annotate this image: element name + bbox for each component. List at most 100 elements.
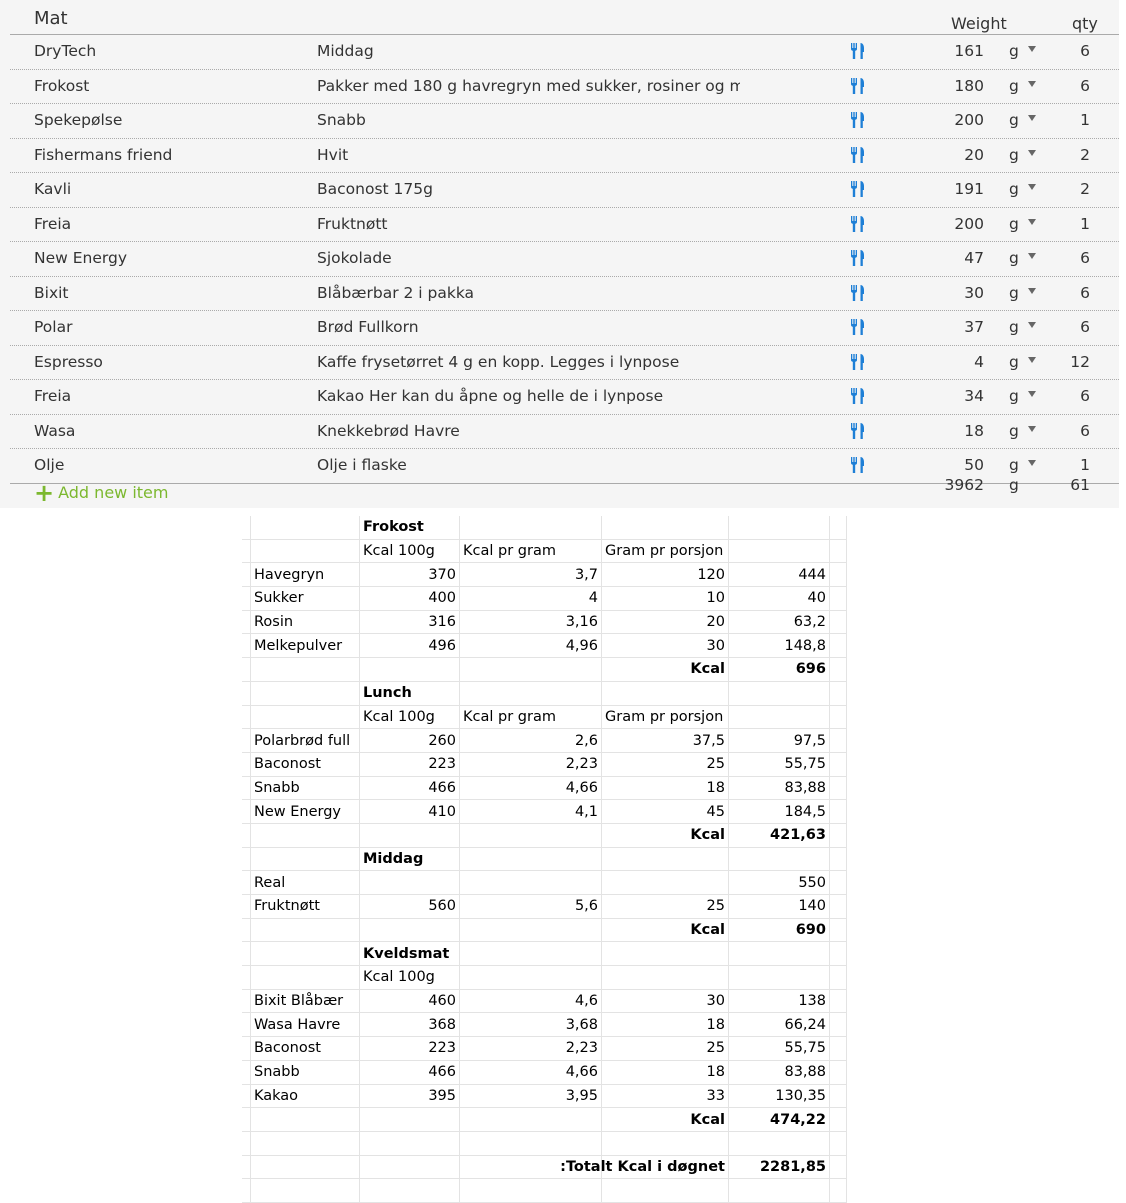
item-weight[interactable]: 50 bbox=[964, 456, 984, 474]
item-weight[interactable]: 34 bbox=[964, 387, 984, 405]
item-description[interactable]: Blåbærbar 2 i pakka bbox=[317, 283, 475, 302]
item-description[interactable]: Sjokolade bbox=[317, 249, 392, 267]
fork-knife-icon[interactable] bbox=[850, 388, 866, 408]
item-name[interactable]: Polar bbox=[34, 318, 73, 336]
item-weight[interactable]: 191 bbox=[954, 180, 984, 198]
unit-dropdown-caret-icon[interactable] bbox=[1028, 391, 1036, 397]
unit-dropdown-caret-icon[interactable] bbox=[1028, 287, 1036, 294]
item-row[interactable]: Olje Olje i flaske 50 g 1 bbox=[10, 449, 1119, 484]
item-name[interactable]: Fishermans friend bbox=[34, 145, 173, 164]
unit-dropdown-caret-icon[interactable] bbox=[1028, 425, 1036, 432]
item-row[interactable]: New Energy Sjokolade 47 g 6 bbox=[10, 242, 1119, 277]
item-qty[interactable]: 6 bbox=[1080, 421, 1090, 440]
item-unit[interactable]: g bbox=[1009, 214, 1019, 233]
unit-dropdown-caret-icon[interactable] bbox=[1028, 149, 1036, 156]
fork-knife-icon[interactable] bbox=[850, 43, 866, 63]
item-unit[interactable]: g bbox=[1009, 456, 1019, 474]
item-weight[interactable]: 20 bbox=[964, 145, 984, 164]
item-description[interactable]: Middag bbox=[317, 42, 374, 60]
item-weight[interactable]: 180 bbox=[954, 76, 984, 95]
item-row[interactable]: Frokost Pakker med 180 g havregryn med s… bbox=[10, 70, 1119, 104]
item-unit[interactable]: g bbox=[1009, 42, 1019, 60]
item-name[interactable]: Frokost bbox=[34, 76, 90, 95]
item-unit[interactable]: g bbox=[1009, 318, 1019, 336]
item-qty[interactable]: 6 bbox=[1080, 387, 1090, 405]
item-qty[interactable]: 12 bbox=[1070, 352, 1090, 371]
item-weight[interactable]: 30 bbox=[964, 283, 984, 302]
item-name[interactable]: Freia bbox=[34, 387, 72, 405]
item-unit[interactable]: g bbox=[1009, 421, 1019, 440]
fork-knife-icon[interactable] bbox=[850, 457, 866, 477]
item-weight[interactable]: 18 bbox=[964, 421, 984, 440]
item-unit[interactable]: g bbox=[1009, 352, 1019, 371]
fork-knife-icon[interactable] bbox=[850, 77, 866, 98]
unit-dropdown-caret-icon[interactable] bbox=[1028, 46, 1036, 52]
item-unit[interactable]: g bbox=[1009, 180, 1019, 198]
fork-knife-icon[interactable] bbox=[850, 284, 866, 305]
item-unit[interactable]: g bbox=[1009, 145, 1019, 164]
item-qty[interactable]: 6 bbox=[1080, 283, 1090, 302]
item-weight[interactable]: 4 bbox=[974, 352, 984, 371]
unit-dropdown-caret-icon[interactable] bbox=[1028, 115, 1036, 121]
item-name[interactable]: Olje bbox=[34, 456, 65, 474]
item-name[interactable]: DryTech bbox=[34, 42, 97, 60]
item-description[interactable]: Kakao Her kan du åpne og helle de i lynp… bbox=[317, 387, 664, 405]
item-weight[interactable]: 200 bbox=[954, 214, 984, 233]
item-description[interactable]: Baconost 175g bbox=[317, 180, 433, 198]
item-unit[interactable]: g bbox=[1009, 76, 1019, 95]
item-qty[interactable]: 6 bbox=[1080, 249, 1090, 267]
item-name[interactable]: Espresso bbox=[34, 352, 103, 371]
fork-knife-icon[interactable] bbox=[850, 215, 866, 236]
item-unit[interactable]: g bbox=[1009, 387, 1019, 405]
add-new-item-button[interactable]: + Add new item bbox=[34, 479, 168, 507]
item-qty[interactable]: 1 bbox=[1080, 456, 1090, 474]
item-qty[interactable]: 6 bbox=[1080, 76, 1090, 95]
item-weight[interactable]: 47 bbox=[964, 249, 984, 267]
fork-knife-icon[interactable] bbox=[850, 146, 866, 167]
item-row[interactable]: Bixit Blåbærbar 2 i pakka 30 g 6 bbox=[10, 277, 1119, 311]
item-name[interactable]: Wasa bbox=[34, 421, 76, 440]
unit-dropdown-caret-icon[interactable] bbox=[1028, 322, 1036, 328]
item-name[interactable]: Spekepølse bbox=[34, 111, 123, 129]
fork-knife-icon[interactable] bbox=[850, 353, 866, 374]
item-description[interactable]: Olje i flaske bbox=[317, 456, 407, 474]
item-row[interactable]: DryTech Middag 161 g 6 bbox=[10, 35, 1119, 70]
item-description[interactable]: Snabb bbox=[317, 111, 366, 129]
item-qty[interactable]: 1 bbox=[1080, 214, 1090, 233]
item-qty[interactable]: 6 bbox=[1080, 42, 1090, 60]
item-row[interactable]: Kavli Baconost 175g 191 g 2 bbox=[10, 173, 1119, 208]
item-row[interactable]: Freia Kakao Her kan du åpne og helle de … bbox=[10, 380, 1119, 415]
item-description[interactable]: Kaffe frysetørret 4 g en kopp. Legges i … bbox=[317, 352, 680, 371]
item-weight[interactable]: 200 bbox=[954, 111, 984, 129]
unit-dropdown-caret-icon[interactable] bbox=[1028, 80, 1036, 87]
item-name[interactable]: New Energy bbox=[34, 249, 127, 267]
item-qty[interactable]: 6 bbox=[1080, 318, 1090, 336]
unit-dropdown-caret-icon[interactable] bbox=[1028, 218, 1036, 225]
item-row[interactable]: Spekepølse Snabb 200 g 1 bbox=[10, 104, 1119, 139]
item-description[interactable]: Fruktnøtt bbox=[317, 214, 388, 233]
item-name[interactable]: Freia bbox=[34, 214, 72, 233]
item-description[interactable]: Knekkebrød Havre bbox=[317, 421, 460, 440]
item-row[interactable]: Fishermans friend Hvit 20 g 2 bbox=[10, 139, 1119, 173]
item-unit[interactable]: g bbox=[1009, 283, 1019, 302]
item-qty[interactable]: 1 bbox=[1080, 111, 1090, 129]
unit-dropdown-caret-icon[interactable] bbox=[1028, 253, 1036, 259]
unit-dropdown-caret-icon[interactable] bbox=[1028, 356, 1036, 363]
item-description[interactable]: Pakker med 180 g havregryn med sukker, r… bbox=[317, 76, 740, 95]
item-description[interactable]: Brød Fullkorn bbox=[317, 318, 419, 336]
item-weight[interactable]: 161 bbox=[954, 42, 984, 60]
item-unit[interactable]: g bbox=[1009, 111, 1019, 129]
item-row[interactable]: Wasa Knekkebrød Havre 18 g 6 bbox=[10, 415, 1119, 449]
item-unit[interactable]: g bbox=[1009, 249, 1019, 267]
item-name[interactable]: Bixit bbox=[34, 283, 69, 302]
fork-knife-icon[interactable] bbox=[850, 181, 866, 201]
item-name[interactable]: Kavli bbox=[34, 180, 72, 198]
item-qty[interactable]: 2 bbox=[1080, 145, 1090, 164]
item-row[interactable]: Espresso Kaffe frysetørret 4 g en kopp. … bbox=[10, 346, 1119, 380]
fork-knife-icon[interactable] bbox=[850, 250, 866, 270]
item-description[interactable]: Hvit bbox=[317, 145, 349, 164]
item-row[interactable]: Freia Fruktnøtt 200 g 1 bbox=[10, 208, 1119, 242]
item-qty[interactable]: 2 bbox=[1080, 180, 1090, 198]
fork-knife-icon[interactable] bbox=[850, 422, 866, 443]
fork-knife-icon[interactable] bbox=[850, 112, 866, 132]
